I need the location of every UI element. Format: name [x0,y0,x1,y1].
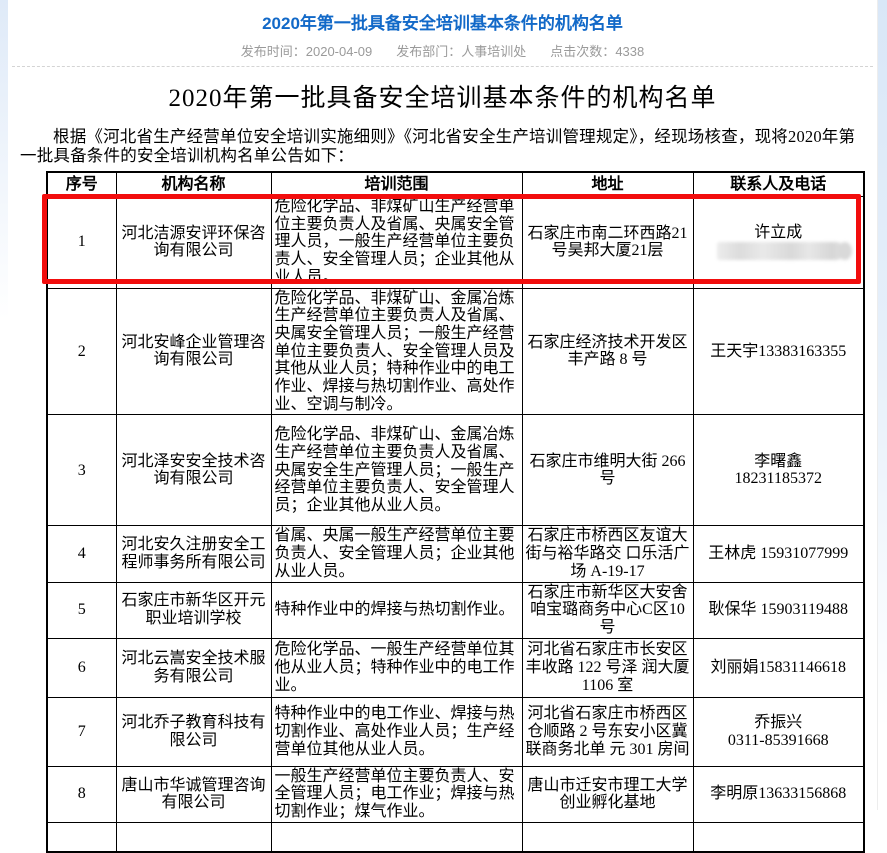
cell-org-name: 河北乔子教育科技有限公司 [115,696,272,767]
redacted-phone-blur [717,242,846,261]
cell-no: 2 [46,287,117,416]
cell-address: 石家庄市南二环西路21号昊邦大厦21层 [521,196,694,289]
cell-training-scope: 危险化学品、一般生产经营单位其他从业人员；特种作业中的电工作业。 [270,637,523,698]
table-row: 6 河北云嵩安全技术服务有限公司 危险化学品、一般生产经营单位其他从业人员；特种… [46,637,865,698]
cell-address: 石家庄市维明大街 266 号 [521,414,694,527]
col-header-no: 序号 [46,171,117,197]
org-table-body: 1 河北洁源安评环保咨询有限公司 危险化学品、非煤矿山生产经营单位主要负责人及省… [46,196,865,853]
table-row-partial [46,821,865,853]
article-meta: 发布时间：2020-04-09 发布部门：人事培训处 点击次数：4338 [12,43,873,60]
contact-text: 乔振兴 0311-85391668 [727,713,829,749]
cell-contact: 王林虎 15931077999 [692,525,865,583]
publish-department-label: 发布部门： [396,44,462,59]
contact-text: 王林虎 15931077999 [708,545,849,563]
col-header-contact: 联系人及电话 [692,171,865,197]
table-header-row: 序号 机构名称 培训范围 地址 联系人及电话 [46,171,865,197]
publish-department: 发布部门：人事培训处 [396,44,526,59]
table-row: 3 河北泽安安全技术咨询有限公司 危险化学品、非煤矿山、金属冶炼生产经营单位主要… [46,414,865,527]
cell-org-name: 河北安峰企业管理咨询有限公司 [115,287,272,416]
org-table: 序号 机构名称 培训范围 地址 联系人及电话 1 河北洁源安评环保咨询有限公司 … [46,171,865,853]
cell-training-scope: 危险化学品、非煤矿山、金属冶炼生产经营单位主要负责人及省属、央属安全生产管理人员… [270,414,523,527]
cell-no: 5 [46,581,117,639]
cell-contact: 李曙鑫 18231185372 [692,414,865,527]
cell-address: 河北省石家庄市桥西区仓顺路 2 号东安小区冀联商务北单 元 301 房间 [521,696,694,767]
cell-address: 河北省石家庄市长安区丰收路 122 号泽 润大厦 1106 室 [521,637,694,698]
publish-department-value: 人事培训处 [461,44,527,59]
col-header-org-name: 机构名称 [115,171,272,197]
table-row: 8 唐山市华诚管理咨询有限公司 一般生产经营单位主要负责人、安全管理人员；电工作… [46,765,865,823]
cell-contact: 刘丽娟15831146618 [692,637,865,698]
table-row: 7 河北乔子教育科技有限公司 特种作业中的电工作业、焊接与热切割作业、高处作业人… [46,696,865,767]
col-header-training-scope: 培训范围 [270,171,523,197]
table-row: 1 河北洁源安评环保咨询有限公司 危险化学品、非煤矿山生产经营单位主要负责人及省… [46,196,865,289]
cell-no: 4 [46,525,117,583]
cell-training-scope: 危险化学品、非煤矿山生产经营单位主要负责人及省属、央属安全管理人员，一般生产经营… [270,196,523,289]
click-count-value: 4338 [615,44,645,59]
contact-text: 李明原13633156868 [710,785,847,803]
cell-training-scope: 特种作业中的电工作业、焊接与热切割作业、高处作业人员；生产经营单位其他从业人员。 [270,696,523,767]
publish-time-label: 发布时间： [240,44,306,59]
cell-org-name: 唐山市华诚管理咨询有限公司 [115,765,272,823]
article-header: 2020年第一批具备安全培训基本条件的机构名单 发布时间：2020-04-09 发… [12,0,873,67]
contact-text: 许立成 [754,224,803,242]
content-area: 2020年第一批具备安全培训基本条件的机构名单 发布时间：2020-04-09 发… [8,0,878,853]
publish-time-value: 2020-04-09 [305,44,373,59]
col-header-address: 地址 [521,171,694,197]
cell-org-name: 河北泽安安全技术咨询有限公司 [115,414,272,527]
click-count-label: 点击次数： [550,44,616,59]
document-heading: 2020年第一批具备安全培训基本条件的机构名单 [168,85,717,112]
document-body: 2020年第一批具备安全培训基本条件的机构名单 根据《河北省生产经营单位安全培训… [8,82,877,853]
left-edge-gradient [0,0,8,320]
cell-contact: 王天宇13383163355 [692,287,865,416]
page-title: 2020年第一批具备安全培训基本条件的机构名单 [262,14,623,33]
right-edge-gradient [878,0,887,810]
cell-contact: 乔振兴 0311-85391668 [692,696,865,767]
cell-address: 唐山市迁安市理工大学创业孵化基地 [521,765,694,823]
cell-training-scope: 一般生产经营单位主要负责人、安全管理人员；电工作业；焊接与热切割作业；煤气作业。 [270,765,523,823]
click-count: 点击次数：4338 [550,44,644,59]
cell-address: 石家庄市桥西区友谊大街与裕华路交 口乐活广场 A-19-17 [521,525,694,583]
cell-org-name: 河北安久注册安全工程师事务所有限公司 [115,525,272,583]
cell-no: 3 [46,414,117,527]
publish-time: 发布时间：2020-04-09 [241,44,373,59]
cell-contact: 许立成 [692,196,865,289]
cell-no: 7 [46,696,117,767]
intro-paragraph: 根据《河北省生产经营单位安全培训实施细则》《河北省安全生产培训管理规定》，经现场… [20,127,856,165]
contact-text: 耿保华 15903119488 [708,601,848,619]
contact-text: 李曙鑫 18231185372 [734,452,822,488]
cell-no: 1 [46,196,117,289]
cell-no: 8 [46,765,117,823]
contact-text: 刘丽娟15831146618 [710,658,846,676]
cell-org-name: 石家庄市新华区开元职业培训学校 [115,581,272,639]
contact-text: 王天宇13383163355 [710,342,847,360]
cell-contact: 耿保华 15903119488 [692,581,865,639]
cell-training-scope: 危险化学品、非煤矿山、金属冶炼生产经营单位主要负责人及省属、央属安全管理人员；一… [270,287,523,416]
table-row: 5 石家庄市新华区开元职业培训学校 特种作业中的焊接与热切割作业。 石家庄市新华… [46,581,865,639]
cell-address: 石家庄市新华区大安舍咱宝璐商务中心C区10号 [521,581,694,639]
table-row: 2 河北安峰企业管理咨询有限公司 危险化学品、非煤矿山、金属冶炼生产经营单位主要… [46,287,865,416]
cell-contact: 李明原13633156868 [692,765,865,823]
table-row: 4 河北安久注册安全工程师事务所有限公司 省属、央属一般生产经营单位主要负责人、… [46,525,865,583]
cell-address: 石家庄经济技术开发区丰产路 8 号 [521,287,694,416]
cell-org-name: 河北云嵩安全技术服务有限公司 [115,637,272,698]
cell-no: 6 [46,637,117,698]
cell-training-scope: 省属、央属一般生产经营单位主要负责人、安全管理人员；企业其他从业人员。 [270,525,523,583]
cell-org-name: 河北洁源安评环保咨询有限公司 [115,196,272,289]
cell-training-scope: 特种作业中的焊接与热切割作业。 [270,581,523,639]
